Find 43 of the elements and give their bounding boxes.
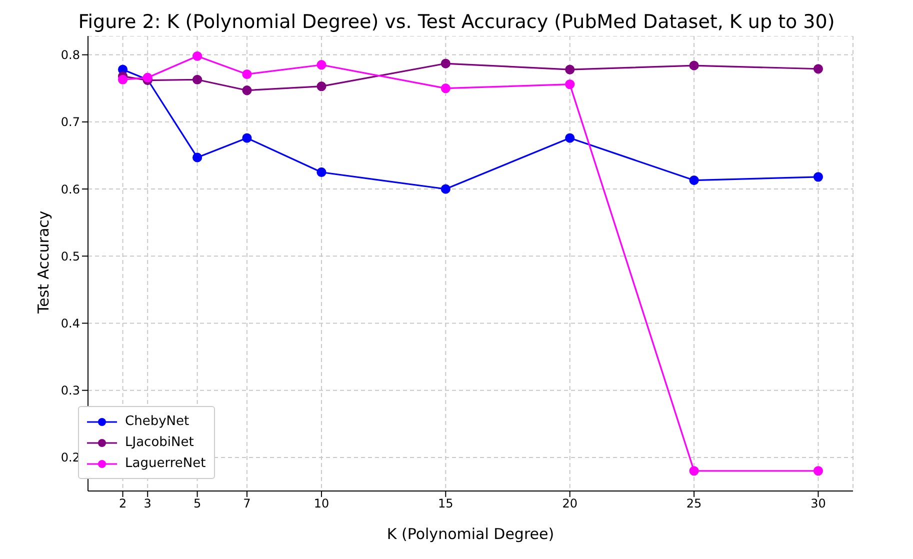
y-tick-label: 0.5 [60,249,80,264]
point [813,64,824,74]
x-tick-label: 2 [118,496,127,511]
point [689,60,699,70]
x-tick-label: 5 [193,496,202,511]
x-tick-label: 15 [438,496,454,511]
point [192,51,202,61]
point [813,466,824,476]
x-tick-label: 10 [314,496,330,511]
point [689,466,699,476]
point [565,80,575,90]
point [689,175,699,186]
y-tick-label: 0.6 [60,182,80,196]
y-axis-title: Test Accuracy [34,210,52,314]
point [316,82,326,92]
point [813,172,824,182]
point [440,84,450,94]
x-tick-label: 3 [144,496,152,511]
point [242,133,252,143]
y-tick-label: 0.8 [60,48,80,62]
point [192,152,202,162]
point [242,86,252,96]
legend-label: LJacobiNet [125,435,194,450]
legend-label: ChebyNet [125,414,190,429]
y-tick-label: 0.4 [60,316,80,330]
point [192,74,202,84]
x-tick-label: 7 [243,496,251,511]
x-tick-label: 20 [562,496,578,511]
point [118,74,128,84]
point [440,58,450,68]
point [316,60,326,70]
legend-label: LaguerreNet [125,456,206,471]
x-tick-label: 25 [686,496,702,511]
point [316,167,326,178]
point [242,69,252,80]
point [565,64,575,74]
x-tick-label: 30 [810,496,826,511]
y-tick-label: 0.3 [60,384,80,398]
chart-title: Figure 2: K (Polynomial Degree) vs. Test Accuracy (PubMed Dataset, K up to 30) [77,10,836,35]
point [440,184,450,194]
point [565,133,575,143]
x-axis-title: K (Polynomial Degree) [386,525,554,543]
y-tick-label: 0.7 [60,115,80,130]
